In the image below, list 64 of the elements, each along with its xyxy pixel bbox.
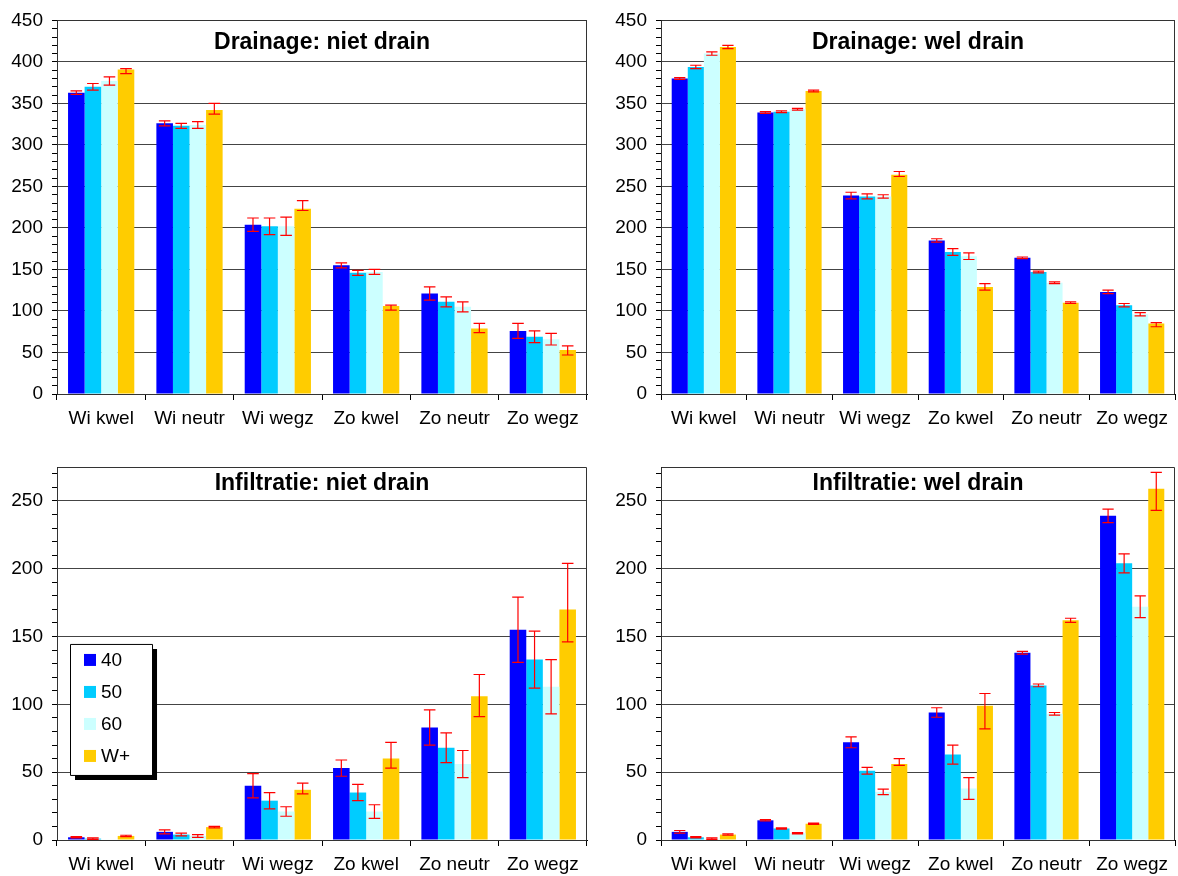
chart-title: Drainage: niet drain (214, 27, 430, 54)
y-tick-label: 50 (625, 760, 647, 782)
x-tick-label: Wi kwel (671, 852, 737, 874)
x-tick-label: Wi neutr (154, 406, 226, 428)
y-tick-label: 200 (615, 216, 647, 238)
y-tick-label: 450 (11, 8, 43, 30)
y-tick-label: 50 (21, 760, 43, 782)
y-tick-label: 250 (11, 174, 43, 196)
y-tick-label: 150 (11, 624, 43, 646)
chart-title: Drainage: wel drain (811, 27, 1025, 54)
y-tick-label: 0 (32, 828, 43, 850)
y-tick-label: 100 (11, 299, 43, 321)
y-tick-label: 0 (636, 382, 647, 404)
x-tick-label: Zo wegz (1096, 852, 1169, 874)
y-tick-label: 200 (615, 556, 647, 578)
y-tick-label: 150 (11, 257, 43, 279)
x-tick-label: Zo kwel (928, 852, 994, 874)
x-tick-label: Wi kwel (671, 406, 737, 428)
x-tick-label: Zo wegz (1096, 406, 1169, 428)
x-tick-label: Wi neutr (754, 852, 826, 874)
y-tick-label: 250 (615, 489, 647, 511)
x-tick-label: Zo wegz (506, 406, 579, 428)
x-tick-label: Zo neutr (419, 852, 491, 874)
legend-label: 40 (101, 649, 123, 671)
x-tick-label: Wi kwel (68, 406, 134, 428)
y-tick-label: 200 (11, 216, 43, 238)
y-tick-label: 150 (615, 257, 647, 279)
y-tick-label: 150 (615, 624, 647, 646)
x-tick-label: Zo kwel (333, 406, 399, 428)
x-tick-label: Zo kwel (928, 406, 994, 428)
y-tick-label: 400 (11, 50, 43, 72)
y-tick-label: 450 (615, 8, 647, 30)
y-tick-label: 250 (11, 489, 43, 511)
y-tick-label: 250 (615, 174, 647, 196)
x-tick-label: Zo neutr (1011, 406, 1083, 428)
legend-label: W+ (101, 745, 131, 767)
y-tick-label: 50 (21, 340, 43, 362)
x-tick-label: Zo wegz (506, 852, 579, 874)
y-tick-label: 0 (636, 828, 647, 850)
y-tick-label: 350 (615, 91, 647, 113)
y-tick-label: 200 (11, 556, 43, 578)
legend-label: 50 (101, 681, 123, 703)
x-tick-label: Wi wegz (241, 852, 314, 874)
chart-title: Infiltratie: wel drain (812, 469, 1024, 496)
x-tick-label: Wi kwel (68, 852, 134, 874)
x-tick-label: Wi wegz (839, 852, 912, 874)
y-tick-label: 350 (11, 91, 43, 113)
chart-title: Infiltratie: niet drain (214, 469, 430, 496)
y-tick-label: 300 (615, 133, 647, 155)
x-tick-label: Wi wegz (839, 406, 912, 428)
legend-label: 60 (101, 713, 123, 735)
x-tick-label: Zo neutr (1011, 852, 1083, 874)
x-tick-label: Wi neutr (754, 406, 826, 428)
y-tick-label: 300 (11, 133, 43, 155)
y-tick-label: 0 (32, 382, 43, 404)
x-tick-label: Zo neutr (419, 406, 491, 428)
x-tick-label: Zo kwel (333, 852, 399, 874)
y-tick-label: 100 (615, 692, 647, 714)
x-tick-label: Wi neutr (154, 852, 226, 874)
y-tick-label: 50 (625, 340, 647, 362)
y-tick-label: 400 (615, 50, 647, 72)
y-tick-label: 100 (11, 692, 43, 714)
x-tick-label: Wi wegz (241, 406, 314, 428)
y-tick-label: 100 (615, 299, 647, 321)
